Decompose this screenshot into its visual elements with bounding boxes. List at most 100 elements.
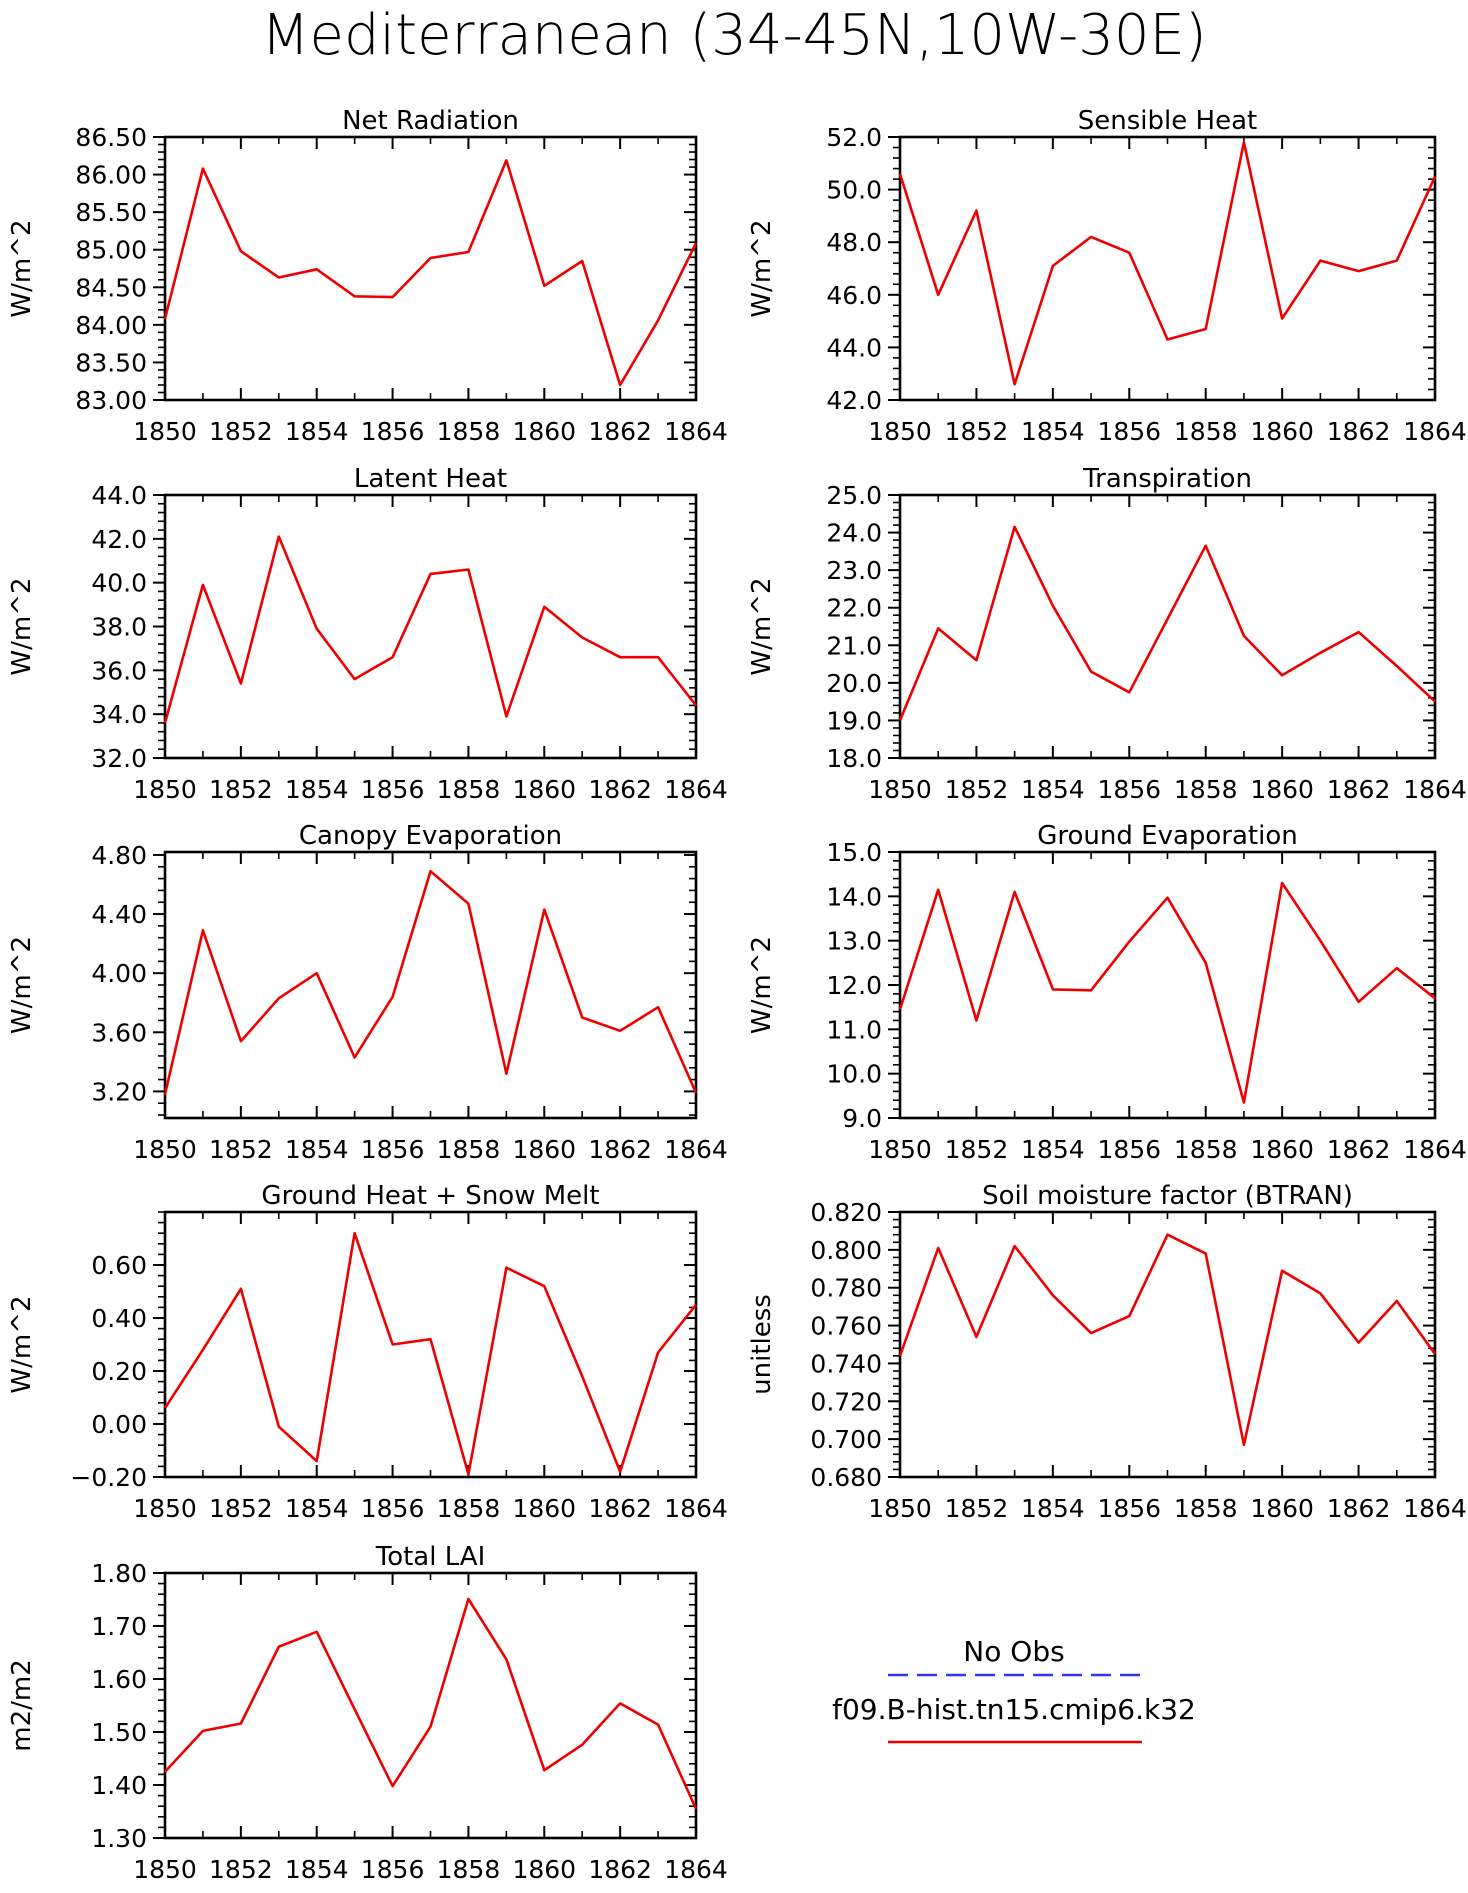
x-tick-label: 1858 <box>1174 1494 1238 1523</box>
x-tick-label: 1858 <box>437 1135 501 1164</box>
x-tick-label: 1860 <box>1250 1494 1314 1523</box>
y-tick-label: 40.0 <box>91 569 147 598</box>
y-tick-label: 0.680 <box>810 1463 882 1492</box>
axes-frame <box>163 135 698 402</box>
axes-frame <box>163 850 698 1120</box>
x-tick-label: 1852 <box>945 775 1009 804</box>
x-tick-label: 1858 <box>437 417 501 446</box>
y-tick-label: 85.00 <box>75 236 147 265</box>
y-tick-label: 36.0 <box>91 656 147 685</box>
x-tick-label: 1852 <box>209 775 273 804</box>
x-tick-label: 1862 <box>588 1855 652 1884</box>
series-line <box>163 1231 698 1476</box>
y-tick-label: 15.0 <box>826 838 882 867</box>
x-tick-label: 1852 <box>209 1494 273 1523</box>
x-tick-label: 1862 <box>1327 1135 1391 1164</box>
x-tick-label: 1854 <box>1021 775 1085 804</box>
x-tick-label: 1850 <box>133 417 197 446</box>
x-tick-label: 1856 <box>361 417 425 446</box>
y-tick-label: 52.0 <box>826 123 882 152</box>
panel-title: Ground Heat + Snow Melt <box>261 1181 599 1211</box>
y-tick-label: 32.0 <box>91 744 147 773</box>
series-line <box>898 141 1437 386</box>
series-line <box>898 1233 1437 1447</box>
y-tick-label: 1.30 <box>91 1824 147 1853</box>
y-tick-label: 24.0 <box>826 519 882 548</box>
x-tick-label: 1862 <box>1327 417 1391 446</box>
y-tick-label: 83.00 <box>75 386 147 415</box>
panel-ground-heat-snow-melt: 1850 1852 1854 1856 1858 1860 1862 1864 −0.20 0.0… <box>7 1181 728 1523</box>
y-tick-label: 23.0 <box>826 556 882 585</box>
legend-label-model: f09.B-hist.tn15.cmip6.k32 <box>832 1693 1196 1726</box>
y-tick-label: 19.0 <box>826 706 882 735</box>
y-tick-label: 1.40 <box>91 1771 147 1800</box>
y-tick-label: 46.0 <box>826 281 882 310</box>
y-tick-label: 44.0 <box>91 481 147 510</box>
x-tick-label: 1864 <box>1403 417 1467 446</box>
x-tick-label: 1854 <box>285 775 349 804</box>
x-tick-label: 1862 <box>588 775 652 804</box>
x-tick-label: 1864 <box>1403 775 1467 804</box>
y-tick-label: 84.00 <box>75 311 147 340</box>
y-tick-label: 84.50 <box>75 273 147 302</box>
x-tick-label: 1850 <box>133 1135 197 1164</box>
x-tick-label: 1856 <box>361 775 425 804</box>
y-tick-label: 0.00 <box>91 1410 147 1439</box>
axes-frame <box>898 850 1437 1120</box>
panel-title: Transpiration <box>1082 464 1252 494</box>
y-tick-label: 38.0 <box>91 613 147 642</box>
x-tick-label: 1860 <box>1250 1135 1314 1164</box>
x-tick-label: 1862 <box>1327 1494 1391 1523</box>
y-tick-label: 14.0 <box>826 882 882 911</box>
y-tick-label: 3.20 <box>91 1077 147 1106</box>
panel-total-lai: 1850 1852 1854 1856 1858 1860 1862 1864 1.30 1.40… <box>7 1542 728 1884</box>
y-tick-label: 1.70 <box>91 1612 147 1641</box>
y-tick-label: 25.0 <box>826 481 882 510</box>
x-tick-label: 1864 <box>664 775 728 804</box>
y-tick-label: 42.0 <box>826 386 882 415</box>
y-tick-label: 0.700 <box>810 1425 882 1454</box>
x-tick-label: 1860 <box>512 1855 576 1884</box>
x-tick-label: 1860 <box>512 417 576 446</box>
y-tick-label: 4.00 <box>91 959 147 988</box>
series-line <box>163 535 698 724</box>
x-tick-label: 1850 <box>133 1855 197 1884</box>
y-tick-label: −0.20 <box>70 1463 147 1492</box>
x-tick-label: 1862 <box>588 1494 652 1523</box>
series-line <box>898 525 1436 721</box>
y-axis-label: W/m^2 <box>7 936 37 1034</box>
y-tick-label: 50.0 <box>826 176 882 205</box>
y-axis-label: W/m^2 <box>7 577 37 675</box>
y-axis-label: W/m^2 <box>7 219 37 317</box>
x-tick-label: 1856 <box>1097 775 1161 804</box>
x-tick-label: 1850 <box>868 775 932 804</box>
y-tick-label: 83.50 <box>75 348 147 377</box>
y-tick-label: 48.0 <box>826 228 882 257</box>
x-tick-label: 1864 <box>1403 1494 1467 1523</box>
legend: No Obs f09.B-hist.tn15.cmip6.k32 <box>832 1635 1196 1744</box>
panel-title: Sensible Heat <box>1078 106 1257 136</box>
panels: 1850 1852 1854 1856 1858 1860 1862 1864 83.00 83.… <box>7 106 1467 1884</box>
x-tick-label: 1856 <box>1097 1494 1161 1523</box>
x-tick-label: 1850 <box>868 417 932 446</box>
y-tick-label: 0.760 <box>810 1312 882 1341</box>
x-tick-label: 1852 <box>945 1135 1009 1164</box>
panel-title: Latent Heat <box>354 464 507 494</box>
y-axis-label: W/m^2 <box>7 1295 37 1393</box>
y-tick-label: 10.0 <box>826 1060 882 1089</box>
x-tick-label: 1858 <box>437 1855 501 1884</box>
x-tick-label: 1864 <box>1403 1135 1467 1164</box>
x-tick-label: 1860 <box>512 775 576 804</box>
y-tick-label: 0.60 <box>91 1251 147 1280</box>
legend-label-no-obs: No Obs <box>963 1635 1064 1668</box>
panel-title: Ground Evaporation <box>1037 821 1297 851</box>
y-tick-label: 44.0 <box>826 333 882 362</box>
series-line <box>164 1597 698 1810</box>
y-tick-label: 9.0 <box>842 1104 882 1133</box>
x-tick-label: 1864 <box>664 417 728 446</box>
x-tick-label: 1850 <box>868 1135 932 1164</box>
x-tick-label: 1860 <box>1250 417 1314 446</box>
y-tick-label: 4.80 <box>91 841 147 870</box>
x-tick-label: 1852 <box>209 1855 273 1884</box>
x-tick-label: 1852 <box>209 1135 273 1164</box>
